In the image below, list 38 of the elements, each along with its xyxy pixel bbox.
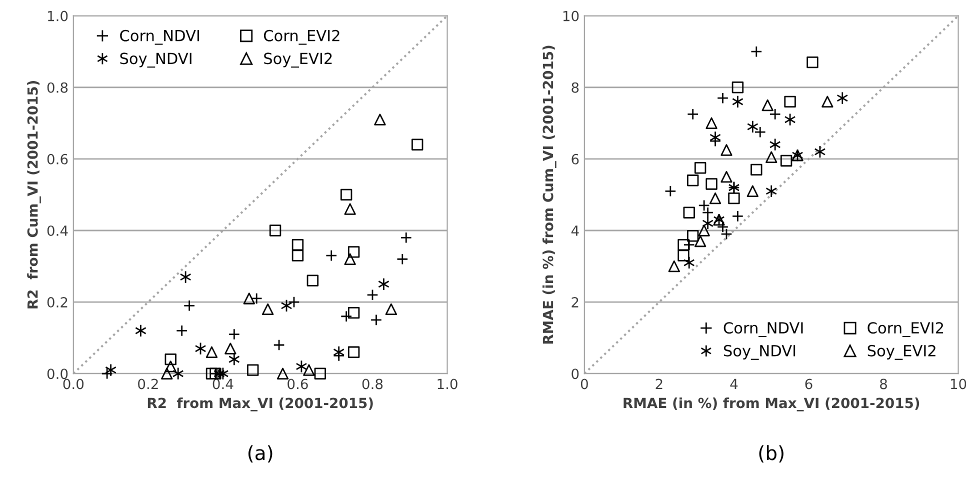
legend-label: Soy_EVI2 xyxy=(868,344,936,360)
legend-label: Corn_EVI2 xyxy=(868,322,943,338)
y-tick-label: 4 xyxy=(571,226,579,236)
x-tick-label: 0.0 xyxy=(63,378,84,390)
text: (b) xyxy=(759,445,784,463)
x-axis-title: R2 from Max_VI (2001-2015) xyxy=(148,397,373,412)
legend-label: Corn_EVI2 xyxy=(264,30,340,45)
y-tick-label: 0.4 xyxy=(47,225,68,236)
y-tick-label: 0.2 xyxy=(47,297,68,308)
legend-label: Soy_NDVI xyxy=(120,52,192,68)
y-tick-label: 0.8 xyxy=(47,82,68,93)
legend-label: Corn_NDVI xyxy=(120,30,199,45)
y-tick-label: 6 xyxy=(572,154,579,164)
legend-label: Soy_EVI2 xyxy=(264,52,332,68)
x-tick-label: 0 xyxy=(580,378,588,390)
x-tick-label: 0.8 xyxy=(362,378,383,390)
legend-label: Corn_NDVI xyxy=(724,322,803,338)
x-tick-label: 2 xyxy=(656,378,662,390)
x-tick-label: 0.6 xyxy=(288,378,308,390)
text: (a) xyxy=(248,445,272,463)
x-tick-label: 4 xyxy=(730,378,738,390)
y-tick-label: 0 xyxy=(572,368,579,380)
y-tick-label: 0.6 xyxy=(47,154,68,164)
x-axis-title: RMAE (in %) from Max_VI (2001-2015) xyxy=(624,397,920,412)
x-tick-label: 1.0 xyxy=(438,378,458,390)
x-tick-label: 6 xyxy=(805,378,812,390)
x-tick-label: 0.4 xyxy=(212,378,234,390)
x-tick-label: 8 xyxy=(880,378,887,390)
y-tick-label: 0.0 xyxy=(47,368,68,380)
y-tick-label: 8 xyxy=(572,82,579,93)
y-tick-label: 2 xyxy=(572,297,578,308)
legend-label: Soy_NDVI xyxy=(724,344,796,360)
x-tick-label: 10 xyxy=(950,378,966,390)
y-axis-title: R2 from Cum_VI (2001-2015) xyxy=(27,81,41,308)
y-tick-label: 10 xyxy=(563,10,579,22)
x-tick-label: 0.2 xyxy=(138,378,158,390)
y-axis-title: RMAE (in %) from Cum_VI (2001-2015) xyxy=(542,46,556,344)
y-tick-label: 1.0 xyxy=(48,10,68,22)
